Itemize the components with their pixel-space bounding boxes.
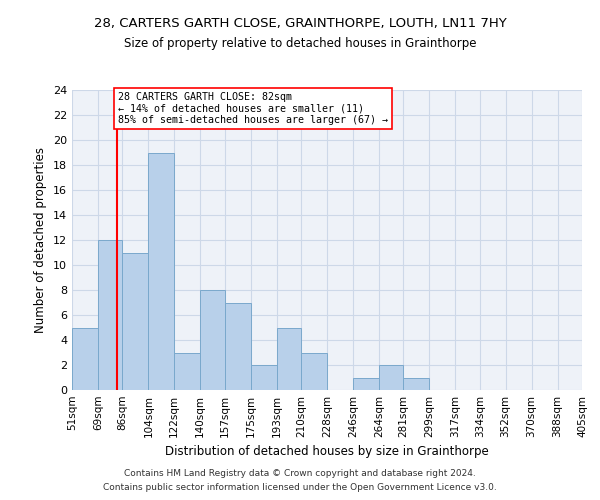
Bar bbox=[225, 302, 251, 390]
X-axis label: Distribution of detached houses by size in Grainthorpe: Distribution of detached houses by size … bbox=[165, 446, 489, 458]
Bar bbox=[353, 378, 379, 390]
Bar bbox=[122, 252, 148, 390]
Text: Contains public sector information licensed under the Open Government Licence v3: Contains public sector information licen… bbox=[103, 484, 497, 492]
Bar bbox=[72, 328, 98, 390]
Text: 28, CARTERS GARTH CLOSE, GRAINTHORPE, LOUTH, LN11 7HY: 28, CARTERS GARTH CLOSE, GRAINTHORPE, LO… bbox=[94, 18, 506, 30]
Y-axis label: Number of detached properties: Number of detached properties bbox=[34, 147, 47, 333]
Bar bbox=[148, 152, 174, 390]
Bar bbox=[200, 290, 225, 390]
Bar bbox=[301, 352, 327, 390]
Bar bbox=[174, 352, 200, 390]
Bar bbox=[277, 328, 301, 390]
Bar bbox=[403, 378, 429, 390]
Bar bbox=[98, 240, 122, 390]
Bar bbox=[379, 365, 403, 390]
Text: 28 CARTERS GARTH CLOSE: 82sqm
← 14% of detached houses are smaller (11)
85% of s: 28 CARTERS GARTH CLOSE: 82sqm ← 14% of d… bbox=[118, 92, 388, 126]
Bar bbox=[251, 365, 277, 390]
Text: Contains HM Land Registry data © Crown copyright and database right 2024.: Contains HM Land Registry data © Crown c… bbox=[124, 468, 476, 477]
Text: Size of property relative to detached houses in Grainthorpe: Size of property relative to detached ho… bbox=[124, 38, 476, 51]
